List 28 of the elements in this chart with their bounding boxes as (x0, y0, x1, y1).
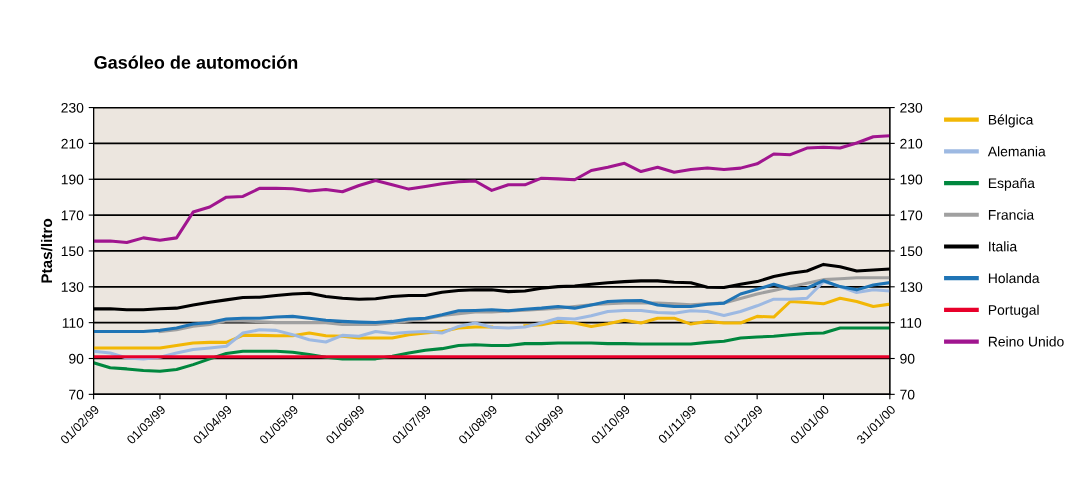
y-axis-title: Ptas/litro (40, 218, 53, 283)
y-tick-label: 210 (61, 138, 84, 149)
y2-tick-label: 90 (900, 353, 915, 364)
y-tick-label: 130 (61, 282, 84, 292)
legend-label: Bélgica (988, 114, 1034, 128)
legend-label: Italia (989, 241, 1018, 252)
y2-tick-label: 130 (900, 282, 923, 292)
legend-label: Portugal (988, 304, 1039, 318)
chart-title: Gasóleo de automoción (94, 55, 298, 69)
y-tick-label: 190 (61, 174, 84, 185)
y2-tick-label: 70 (900, 389, 915, 400)
y-tick-label: 150 (61, 246, 84, 257)
y2-tick-label: 110 (900, 317, 922, 328)
y2-tick-label: 150 (900, 246, 923, 257)
y-tick-label: 230 (61, 102, 84, 113)
y-tick-label: 70 (69, 389, 84, 400)
legend-label: España (988, 177, 1035, 191)
y2-tick-label: 170 (900, 210, 923, 221)
y-tick-label: 110 (62, 317, 84, 328)
legend-label: Holanda (988, 272, 1040, 284)
y-tick-label: 170 (61, 210, 84, 221)
y-tick-label: 90 (69, 353, 84, 364)
legend-label: Alemania (987, 146, 1046, 157)
legend-label: Francia (988, 209, 1035, 220)
y2-tick-label: 210 (900, 138, 923, 149)
y2-tick-label: 230 (900, 102, 923, 113)
legend-label: Reino Unido (988, 336, 1064, 347)
y2-tick-label: 190 (900, 174, 923, 185)
